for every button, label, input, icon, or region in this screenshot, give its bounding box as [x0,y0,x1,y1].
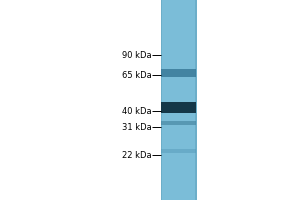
Bar [161,149,196,153]
Text: 31 kDa: 31 kDa [122,122,152,132]
Bar [195,0,197,200]
Text: 40 kDa: 40 kDa [122,107,152,116]
Bar [160,0,196,200]
Text: 65 kDa: 65 kDa [122,71,152,79]
Text: 90 kDa: 90 kDa [122,50,152,60]
Bar [160,0,162,200]
Text: 22 kDa: 22 kDa [122,151,152,160]
Bar [161,121,196,125]
Bar [161,102,196,112]
Bar [161,69,196,77]
